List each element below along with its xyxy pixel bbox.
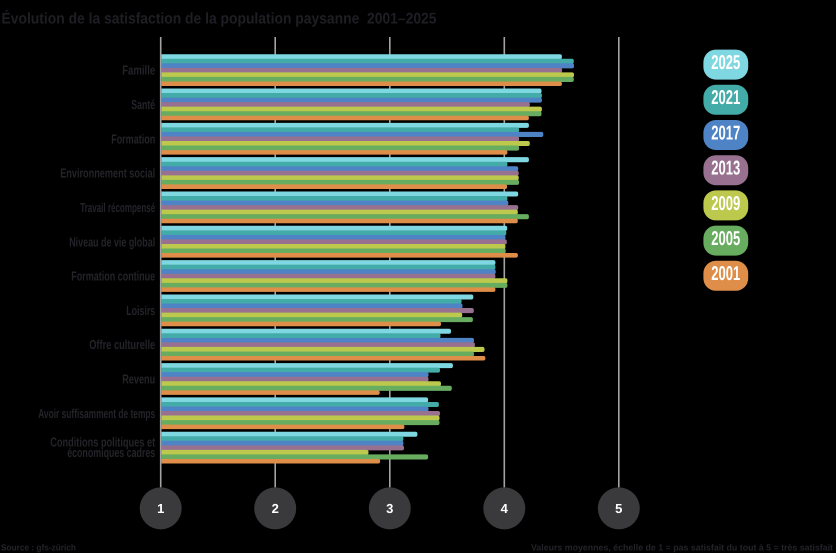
svg-text:2021: 2021 <box>711 87 740 109</box>
svg-text:2: 2 <box>272 501 279 516</box>
svg-text:Loisirs: Loisirs <box>126 303 155 318</box>
svg-text:Revenu: Revenu <box>122 372 155 387</box>
svg-text:économiques cadres: économiques cadres <box>67 445 155 460</box>
svg-text:Avoir suffisamment de temps: Avoir suffisamment de temps <box>38 406 155 421</box>
svg-text:Conditions politiques et: Conditions politiques et <box>50 435 155 450</box>
svg-text:Offre culturelle: Offre culturelle <box>89 337 155 352</box>
svg-text:2009: 2009 <box>711 193 740 215</box>
svg-text:2013: 2013 <box>711 158 740 180</box>
svg-text:Famille: Famille <box>122 63 155 78</box>
svg-text:2025: 2025 <box>711 52 740 74</box>
svg-text:Source : gfs-zürich: Source : gfs-zürich <box>1 543 76 553</box>
svg-text:Niveau de vie global: Niveau de vie global <box>69 234 155 249</box>
svg-text:4: 4 <box>501 501 509 516</box>
svg-text:Travail récompensé: Travail récompensé <box>80 200 155 215</box>
svg-text:Formation continue: Formation continue <box>71 269 155 284</box>
svg-text:3: 3 <box>386 501 393 516</box>
svg-text:2017: 2017 <box>711 122 740 144</box>
svg-text:Santé: Santé <box>131 97 155 112</box>
svg-text:2001: 2001 <box>711 263 740 285</box>
svg-text:2005: 2005 <box>711 228 740 250</box>
svg-text:Environnement social: Environnement social <box>60 166 155 181</box>
svg-text:Valeurs moyennes, échelle de 1: Valeurs moyennes, échelle de 1 = pas sat… <box>531 543 833 553</box>
svg-text:Formation: Formation <box>111 131 155 146</box>
svg-text:5: 5 <box>615 501 622 516</box>
svg-text:Évolution de la satisfaction d: Évolution de la satisfaction de la popul… <box>2 10 437 28</box>
svg-text:1: 1 <box>157 501 164 516</box>
